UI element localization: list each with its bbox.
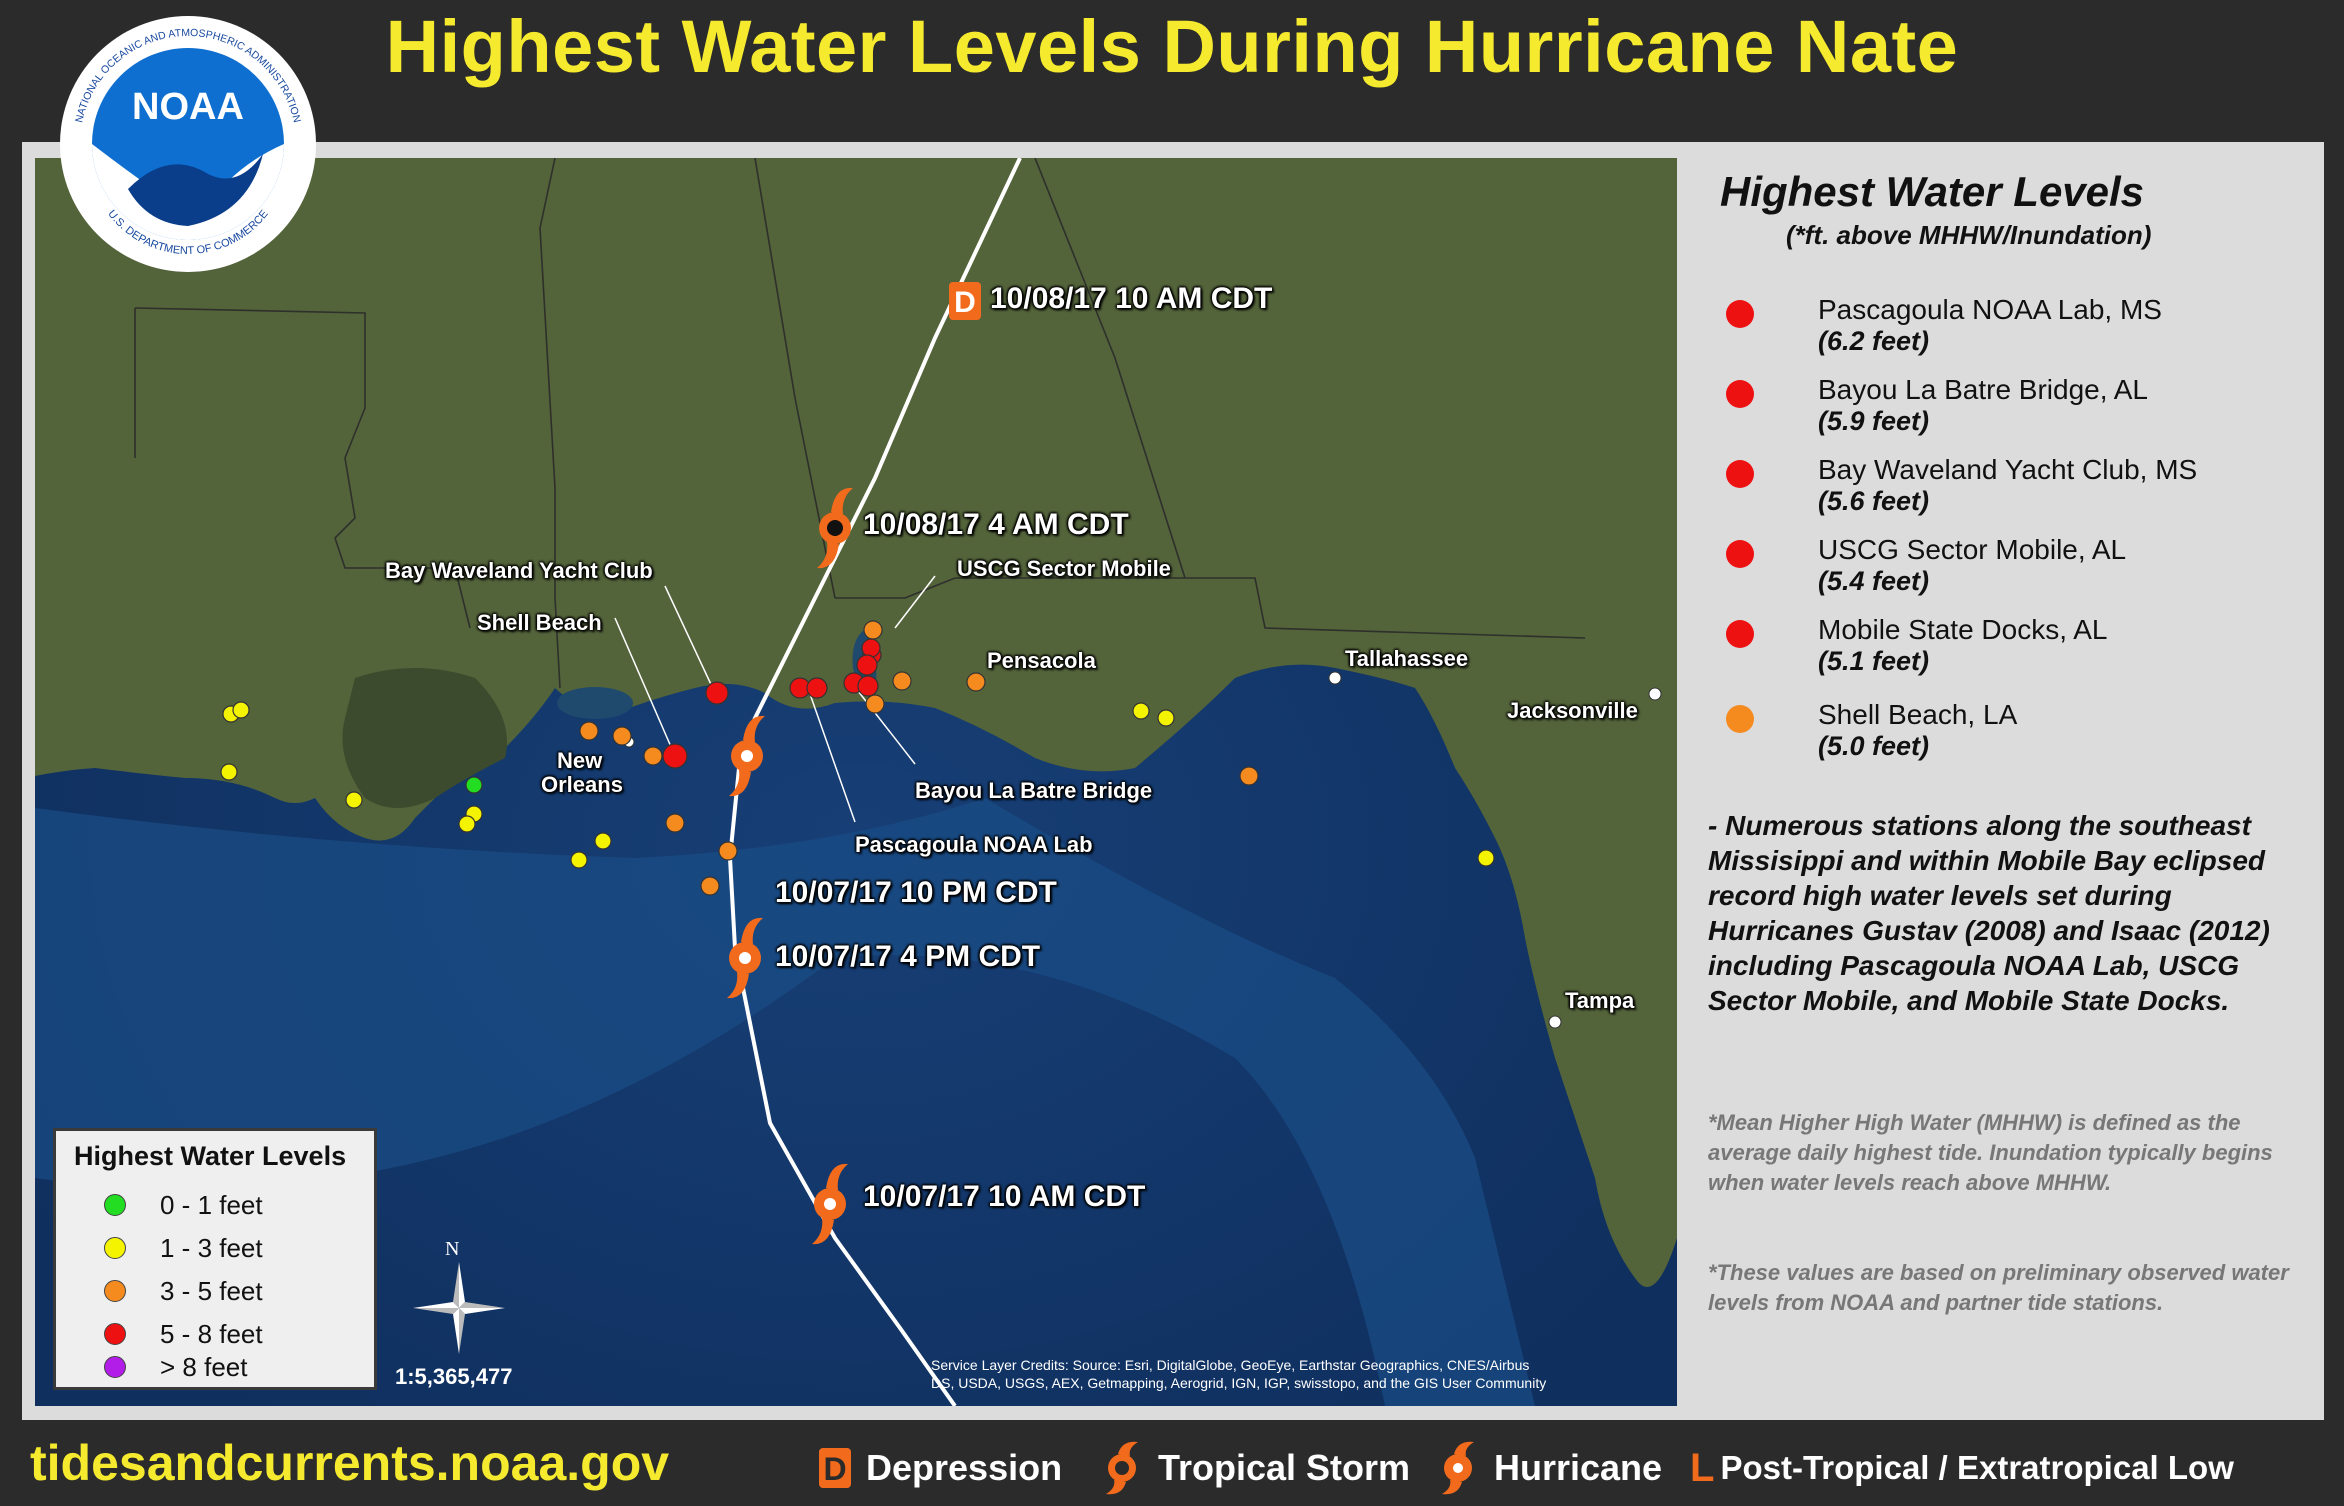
post-tropical-label: Post-Tropical / Extratropical Low — [1720, 1449, 2234, 1486]
hurricane-symbol-10am — [812, 1163, 848, 1245]
label-uscg-sector-mobile: USCG Sector Mobile — [957, 556, 1171, 581]
depression-letter: D — [954, 286, 976, 319]
legend-label: 3 - 5 feet — [160, 1275, 263, 1306]
depression-icon-letter: D — [823, 1451, 846, 1487]
legend-dot-red — [104, 1323, 126, 1345]
credits-line-1: Service Layer Credits: Source: Esri, Dig… — [931, 1357, 1530, 1373]
shelf-water — [35, 798, 1535, 1406]
legend-dot-green — [104, 1194, 126, 1216]
depression-label: Depression — [866, 1447, 1063, 1488]
lake-pontchartrain — [557, 687, 633, 719]
station-name: USCG Sector Mobile, AL — [1818, 534, 2127, 565]
page-title: Highest Water Levels During Hurricane Na… — [385, 5, 1959, 88]
legend-row-1-3: 1 - 3 feet — [104, 1228, 263, 1268]
noaa-logo: NOAA NATIONAL OCEANIC AND ATMOSPHERIC AD… — [58, 14, 318, 274]
station-name: Shell Beach, LA — [1818, 699, 2018, 730]
label-pascagoula: Pascagoula NOAA Lab — [855, 832, 1093, 857]
label-pensacola: Pensacola — [987, 648, 1096, 673]
track-label-10-08-4am: 10/08/17 4 AM CDT — [863, 508, 1129, 541]
legend-row-3-5: 3 - 5 feet — [104, 1271, 263, 1311]
info-panel: Highest Water Levels (*ft. above MHHW/In… — [1690, 158, 2310, 1406]
legend-label: 0 - 1 feet — [160, 1189, 263, 1220]
legend-label: 5 - 8 feet — [160, 1318, 263, 1349]
legend-label: > 8 feet — [160, 1351, 248, 1382]
label-orleans: Orleans — [541, 772, 623, 797]
credits-line-2: DS, USDA, USGS, AEX, Getmapping, Aerogri… — [931, 1375, 1547, 1391]
label-bayou-la-batre: Bayou La Batre Bridge — [915, 778, 1153, 803]
station-value: (6.2 feet) — [1818, 326, 1930, 356]
station-markers — [220, 620, 1495, 896]
track-label-10-07-10pm: 10/07/17 10 PM CDT — [775, 876, 1057, 909]
legend-row-gt-8: > 8 feet — [104, 1347, 247, 1387]
north-label: N — [445, 1238, 460, 1260]
label-jacksonville: Jacksonville — [1507, 698, 1638, 723]
post-tropical-icon: L — [1690, 1445, 1715, 1490]
label-new: New — [557, 748, 603, 773]
map-view[interactable]: D — [35, 158, 1677, 1406]
station-name: Bay Waveland Yacht Club, MS — [1818, 454, 2198, 485]
map-legend: Highest Water Levels 0 - 1 feet 1 - 3 fe… — [53, 1128, 377, 1390]
station-value: (5.1 feet) — [1818, 646, 1930, 676]
panel-subtitle: (*ft. above MHHW/Inundation) — [1786, 220, 2152, 250]
mhhw-definition: *Mean Higher High Water (MHHW) is define… — [1708, 1110, 2273, 1195]
panel-title: Highest Water Levels — [1720, 168, 2145, 215]
state-borders — [134, 158, 1586, 689]
legend-row-0-1: 0 - 1 feet — [104, 1185, 263, 1225]
land-mass — [35, 158, 1677, 1287]
station-dot — [1726, 460, 1754, 488]
station-value: (5.0 feet) — [1818, 731, 1930, 761]
map-credits: Service Layer Credits: Source: Esri, Dig… — [931, 1356, 1546, 1392]
preliminary-note: *These values are based on preliminary o… — [1708, 1260, 2289, 1315]
hurricane-symbol-4pm — [727, 917, 763, 999]
label-tampa: Tampa — [1565, 988, 1635, 1013]
north-arrow — [413, 1262, 505, 1354]
station-dot — [1726, 380, 1754, 408]
site-link[interactable]: tidesandcurrents.noaa.gov — [30, 1435, 670, 1491]
station-name: Mobile State Docks, AL — [1818, 614, 2108, 645]
track-label-10-07-4pm: 10/07/17 4 PM CDT — [775, 940, 1041, 973]
hurricane-symbol-10pm — [729, 715, 765, 797]
tropical-storm-symbol-4am — [817, 487, 853, 569]
leader-lines — [614, 575, 936, 823]
storm-track — [727, 158, 1022, 1406]
legend-post-tropical: L Post-Tropical / Extratropical Low — [1690, 1440, 2234, 1496]
station-dot — [1726, 300, 1754, 328]
tropical-storm-label: Tropical Storm — [1158, 1447, 1411, 1488]
wetlands — [342, 668, 507, 808]
map-scale: 1:5,365,477 — [395, 1364, 513, 1389]
label-bay-waveland: Bay Waveland Yacht Club — [385, 558, 653, 583]
label-tallahassee: Tallahassee — [1345, 646, 1469, 671]
station-value: (5.6 feet) — [1818, 486, 1930, 516]
station-dot — [1726, 540, 1754, 568]
station-value: (5.9 feet) — [1818, 406, 1930, 436]
depression-icon: D — [819, 1448, 851, 1488]
record-note: - Numerous stations along the southeast … — [1708, 810, 2270, 1016]
station-name: Pascagoula NOAA Lab, MS — [1818, 294, 2162, 325]
legend-dot-purple — [104, 1356, 126, 1378]
track-label-10-08-10am: 10/08/17 10 AM CDT — [990, 282, 1273, 315]
map-legend-title: Highest Water Levels — [74, 1141, 347, 1171]
legend-dot-orange — [104, 1280, 126, 1302]
station-dot — [1726, 620, 1754, 648]
legend-depression: D Depression — [818, 1440, 1062, 1496]
station-dot — [1726, 705, 1754, 733]
noaa-logo-text: NOAA — [132, 86, 244, 128]
legend-hurricane: Hurricane — [1436, 1440, 1662, 1496]
tropical-storm-icon — [1106, 1441, 1138, 1495]
hurricane-label: Hurricane — [1494, 1447, 1663, 1488]
city-markers — [623, 671, 1662, 1029]
label-shell-beach: Shell Beach — [477, 610, 602, 635]
legend-label: 1 - 3 feet — [160, 1232, 263, 1263]
legend-row-5-8: 5 - 8 feet — [104, 1314, 263, 1354]
station-value: (5.4 feet) — [1818, 566, 1930, 596]
legend-dot-yellow — [104, 1237, 126, 1259]
track-label-10-07-10am: 10/07/17 10 AM CDT — [863, 1180, 1146, 1213]
station-name: Bayou La Batre Bridge, AL — [1818, 374, 2148, 405]
depression-symbol: D — [949, 282, 981, 320]
legend-tropical-storm: Tropical Storm — [1100, 1440, 1410, 1496]
hurricane-icon — [1442, 1441, 1474, 1495]
